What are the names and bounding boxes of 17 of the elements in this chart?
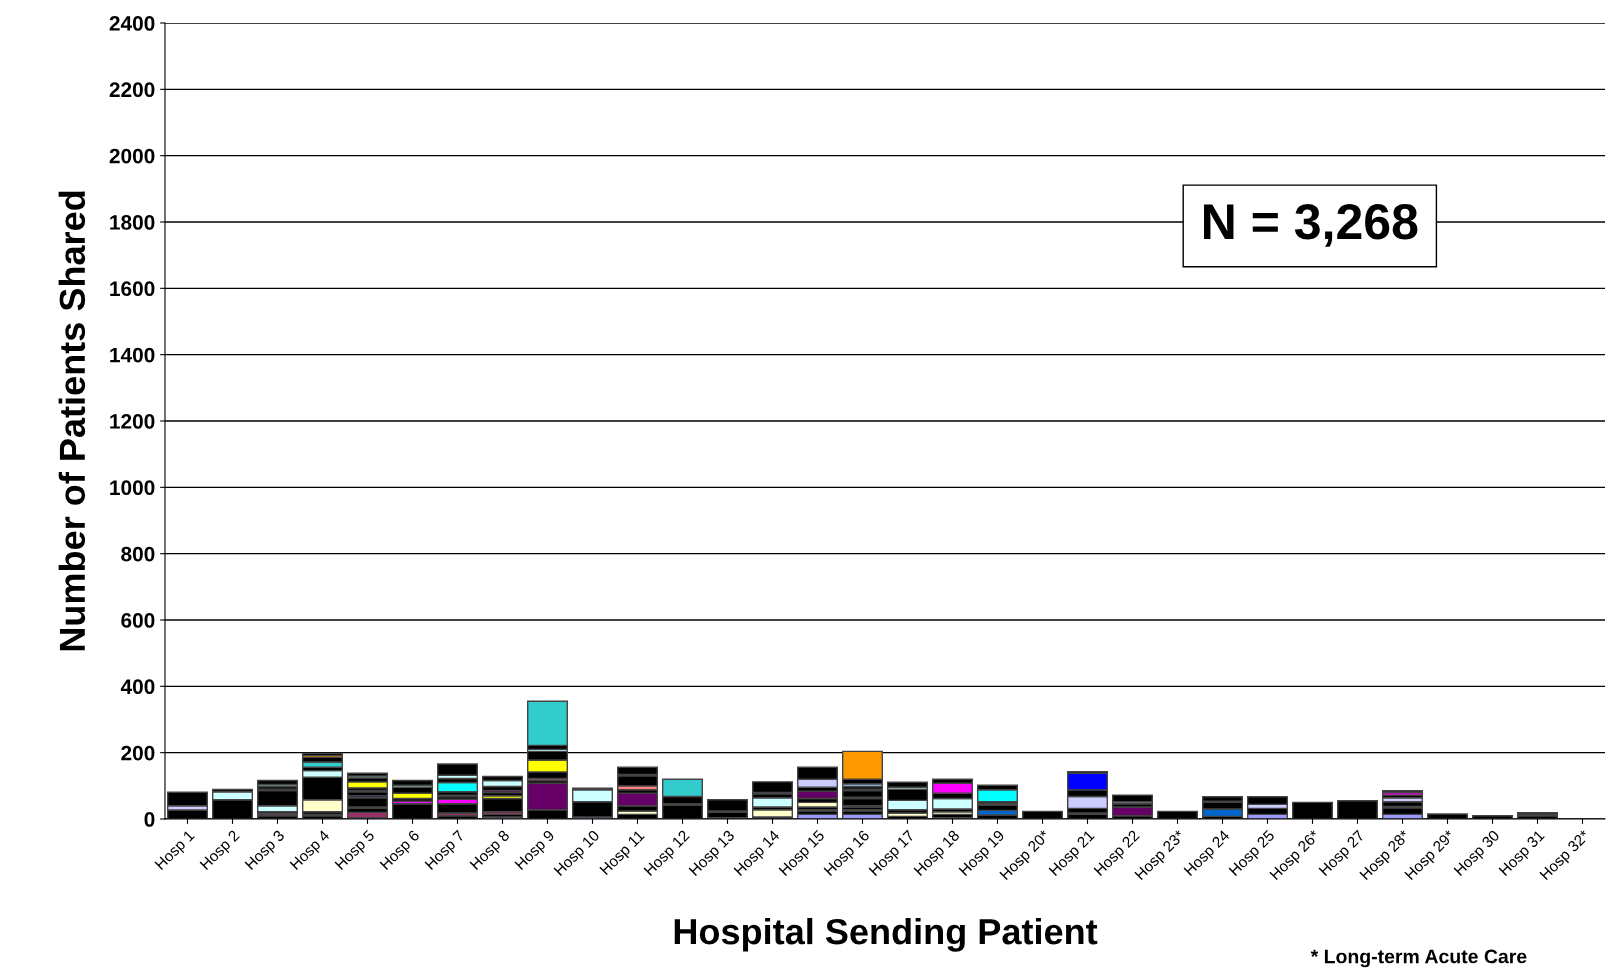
- y-tick-label: 2000: [109, 148, 155, 164]
- y-tick-label: 2200: [109, 82, 155, 98]
- y-axis-title: Number of Patients Shared: [58, 191, 86, 651]
- text: * Long-term Acute Care: [1310, 949, 1527, 968]
- y-tick-label: 2400: [109, 16, 155, 31]
- y-tick-label: 1400: [110, 347, 155, 363]
- x-axis-title: Hospital Sending Patient: [674, 917, 1098, 952]
- y-tick-label: 400: [120, 679, 155, 695]
- y-tick-label: 0: [144, 812, 155, 827]
- y-tick-label: 1800: [110, 215, 155, 230]
- y-tick-label: 600: [121, 613, 155, 628]
- y-tick-label: 1200: [110, 414, 155, 429]
- y-tick-label: 1600: [110, 281, 155, 297]
- y-tick-label: 800: [121, 546, 155, 562]
- y-tick-label: 200: [121, 745, 155, 761]
- annotation: N = 3,268: [1204, 204, 1418, 247]
- y-tick-label: 1000: [110, 480, 155, 496]
